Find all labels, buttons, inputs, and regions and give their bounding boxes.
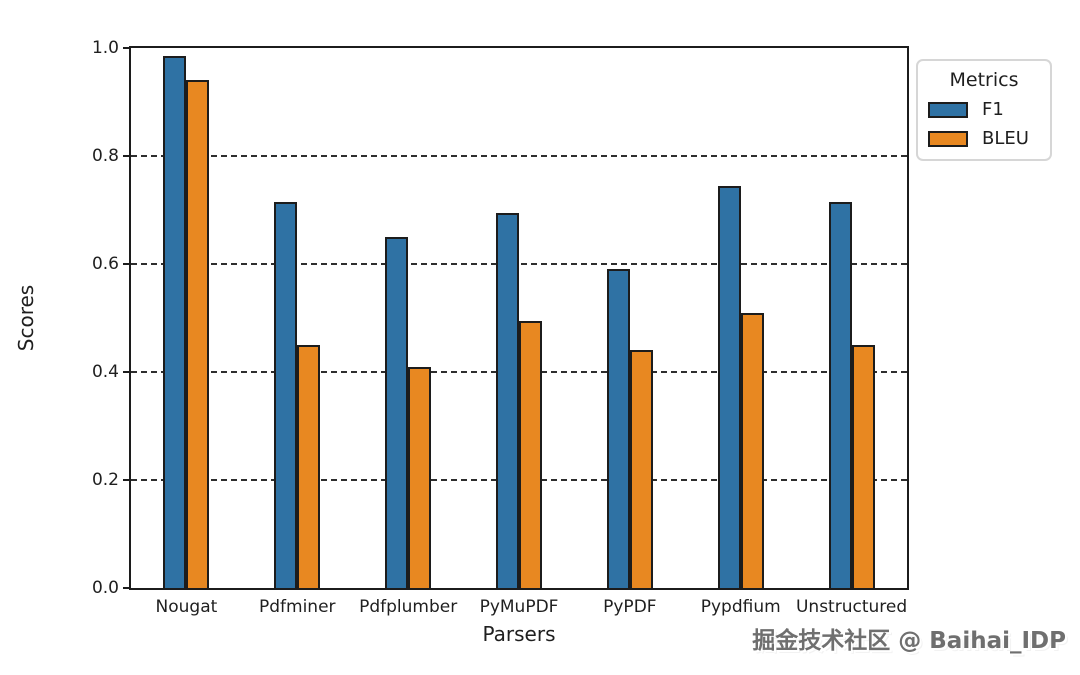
y-tick-mark-0.4 (123, 371, 131, 373)
legend-item-bleu: BLEU (928, 128, 1040, 149)
x-tick-label-pdfminer: Pdfminer (259, 597, 336, 617)
legend-swatch-bleu (928, 130, 968, 147)
y-tick-label-0.6: 0.6 (91, 254, 119, 274)
bar-bleu-unstructured (851, 345, 875, 588)
legend-title: Metrics (949, 69, 1019, 91)
legend-label-bleu: BLEU (982, 128, 1029, 149)
bar-f1-nougat (163, 56, 187, 588)
y-tick-mark-0.0 (123, 587, 131, 589)
y-tick-mark-0.2 (123, 479, 131, 481)
y-tick-mark-0.8 (123, 155, 131, 157)
y-tick-label-0.2: 0.2 (91, 470, 119, 490)
bar-f1-pypdfium (717, 185, 741, 588)
bar-f1-pdfplumber (385, 237, 409, 588)
y-tick-label-0.8: 0.8 (91, 146, 119, 166)
bar-bleu-pdfplumber (408, 366, 432, 588)
legend-rows: F1 BLEU (928, 99, 1040, 149)
bar-f1-unstructured (828, 201, 852, 588)
x-tick-label-pdfplumber: Pdfplumber (359, 597, 458, 617)
legend-swatch-f1 (928, 101, 968, 118)
gridline-0.6 (131, 263, 907, 265)
y-axis-label-text: Scores (14, 284, 38, 352)
bar-f1-pypdf (606, 269, 630, 588)
bar-bleu-pymupdf (519, 320, 542, 588)
x-tick-label-pymupdf: PyMuPDF (479, 597, 559, 617)
x-tick-label-unstructured: Unstructured (795, 597, 908, 617)
legend-label-f1: F1 (982, 99, 1004, 120)
x-axis-label: Parsers (482, 622, 556, 646)
bar-f1-pdfminer (274, 201, 298, 588)
legend-item-f1: F1 (928, 99, 1040, 120)
x-tick-label-pypdf: PyPDF (603, 597, 657, 617)
y-tick-mark-1.0 (123, 47, 131, 49)
bar-bleu-nougat (186, 80, 210, 588)
y-tick-label-0.4: 0.4 (91, 362, 119, 382)
bar-bleu-pypdf (629, 350, 653, 588)
y-tick-mark-0.6 (123, 263, 131, 265)
x-tick-label-pypdfium: Pypdfium (700, 597, 781, 617)
legend: Metrics F1 BLEU (916, 59, 1052, 161)
x-tick-label-nougat: Nougat (155, 597, 218, 617)
bar-f1-pymupdf (496, 212, 519, 588)
watermark: 掘金技术社区 @ Baihai_IDP (752, 628, 1066, 654)
bar-bleu-pypdfium (740, 312, 764, 588)
gridline-0.8 (131, 155, 907, 157)
plot-area (129, 46, 909, 590)
y-tick-label-1.0: 1.0 (91, 38, 119, 58)
bar-bleu-pdfminer (297, 345, 321, 588)
y-tick-label-0.0: 0.0 (91, 578, 119, 598)
